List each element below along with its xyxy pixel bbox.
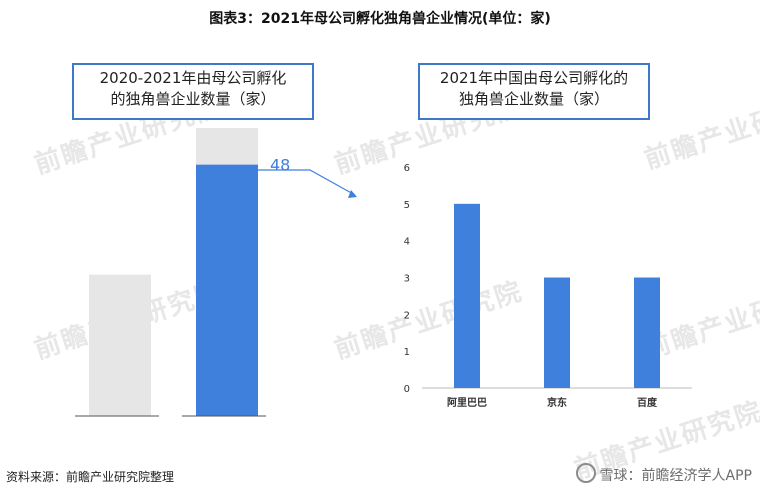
data-label-2021: 48 — [270, 156, 290, 175]
callout-connector — [258, 169, 356, 196]
callout-arrowhead — [348, 190, 357, 198]
bar-2020 — [89, 274, 151, 416]
bar-阿里巴巴 — [454, 203, 480, 388]
bar-百度 — [634, 277, 660, 388]
right-chart-title-line-2: 独角兽企业数量（家） — [458, 90, 609, 108]
y-tick-label: 3 — [404, 274, 410, 285]
right-chart: 0 1 2 3 4 5 6 阿里巴巴 京东 百度 — [404, 163, 692, 409]
y-tick-label: 6 — [404, 163, 410, 174]
x-tick-label: 阿里巴巴 — [447, 397, 487, 409]
left-chart-title-line-1: 2020-2021年由母公司孵化 — [99, 69, 287, 87]
right-chart-title-line-1: 2021年中国由母公司孵化的 — [439, 69, 629, 87]
left-chart-title-line-2: 的独角兽企业数量（家） — [110, 90, 276, 108]
y-tick-label: 0 — [404, 384, 410, 395]
x-tick-label: 百度 — [637, 396, 658, 409]
left-chart-title-box: 2020-2021年由母公司孵化 的独角兽企业数量（家） — [72, 63, 314, 120]
bar-2021 — [196, 164, 258, 416]
y-tick-label: 4 — [404, 237, 410, 248]
x-tick-label: 京东 — [547, 396, 567, 409]
y-tick-label: 2 — [404, 310, 410, 321]
left-chart: 48 — [75, 128, 290, 417]
y-tick-label: 1 — [404, 347, 410, 358]
source-note: 资料来源：前瞻产业研究院整理 — [6, 470, 175, 484]
credit-text: 雪球：前瞻经济学人APP — [599, 468, 752, 484]
page-title: 图表3：2021年母公司孵化独角兽企业情况(单位：家) — [209, 11, 551, 27]
y-tick-label: 5 — [404, 200, 410, 211]
snowball-logo-icon — [575, 463, 596, 483]
bar-京东 — [544, 277, 570, 388]
credit-note: 雪球：前瞻经济学人APP — [575, 463, 752, 485]
right-chart-title-box: 2021年中国由母公司孵化的 独角兽企业数量（家） — [418, 63, 650, 120]
